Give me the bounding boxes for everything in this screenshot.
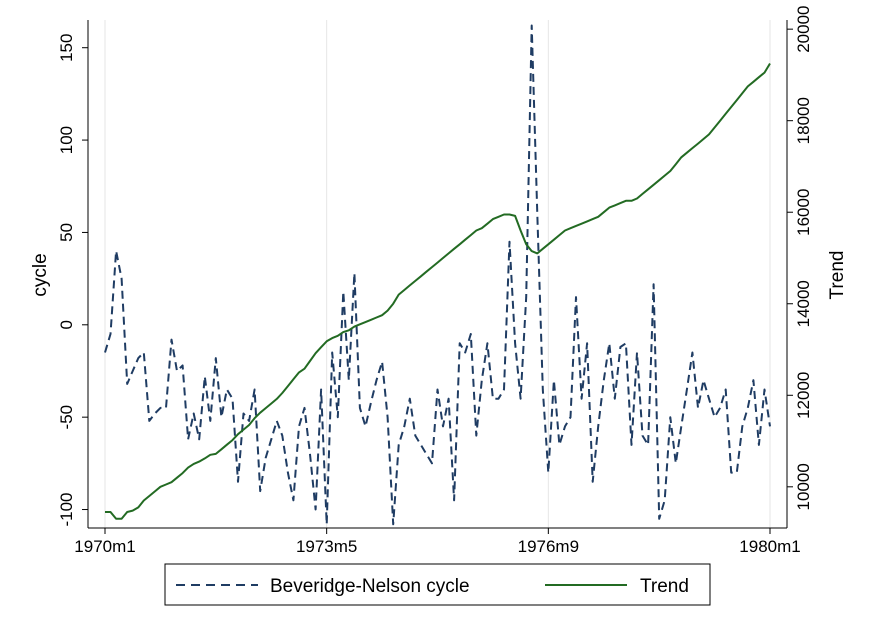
y-left-tick-label: 100 (57, 126, 76, 154)
y-left-tick-label: -50 (57, 405, 76, 430)
x-tick-label: 1973m5 (296, 537, 357, 556)
x-tick-label: 1980m1 (739, 537, 800, 556)
legend: Beveridge-Nelson cycle Trend (164, 563, 711, 606)
y-left-tick-label: 50 (57, 223, 76, 242)
y-right-tick-label: 10000 (794, 463, 813, 510)
y-left-tick-label: 0 (57, 320, 76, 329)
y-right-axis-title: Trend (827, 251, 848, 300)
y-left-tick-label: 150 (57, 34, 76, 62)
x-tick-label: 1976m9 (518, 537, 579, 556)
ticks-layer: 1970m1 1973m5 1976m9 1980m1 -100 -50 0 50 100 150… (57, 6, 813, 556)
grid-layer (104, 20, 771, 528)
y-left-axis-title: cycle (30, 253, 51, 296)
x-tick-label: 1970m1 (74, 537, 135, 556)
y-right-tick-label: 14000 (794, 280, 813, 327)
series-layer (104, 24, 771, 526)
axes-layer (87, 20, 788, 529)
cycle-line (104, 24, 771, 526)
trend-line (105, 62, 771, 520)
legend-trend-label: Trend (640, 576, 689, 597)
y-right-tick-label: 18000 (794, 97, 813, 144)
y-right-tick-label: 20000 (794, 6, 813, 53)
y-right-tick-label: 12000 (794, 372, 813, 419)
legend-cycle-label: Beveridge-Nelson cycle (270, 576, 470, 597)
y-left-tick-label: -100 (57, 493, 76, 527)
y-right-tick-label: 16000 (794, 189, 813, 236)
